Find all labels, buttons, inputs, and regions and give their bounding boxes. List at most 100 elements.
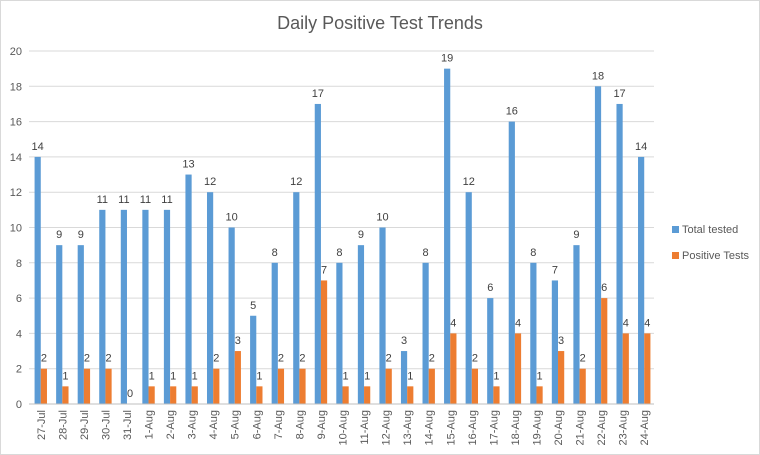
- y-tick-label: 16: [10, 117, 22, 129]
- data-label: 9: [78, 229, 84, 241]
- x-tick-label: 6-Aug: [251, 410, 263, 439]
- x-tick-label: 15-Aug: [445, 410, 457, 445]
- bar-total-tested: [573, 245, 580, 404]
- data-label: 9: [358, 229, 364, 241]
- bar-total-tested: [120, 209, 127, 404]
- bar-total-tested: [77, 245, 84, 404]
- bar-positive-tests: [83, 368, 91, 404]
- data-label: 12: [290, 176, 302, 188]
- x-tick-label: 21-Aug: [575, 410, 587, 445]
- bar-positive-tests: [364, 386, 371, 404]
- bar-positive-tests: [644, 333, 651, 404]
- bar-total-tested: [34, 156, 41, 404]
- bar-positive-tests: [299, 368, 306, 404]
- data-label: 2: [41, 353, 47, 365]
- data-label: 3: [401, 335, 407, 347]
- y-tick-label: 10: [10, 223, 22, 235]
- data-label: 9: [56, 229, 62, 241]
- x-tick-label: 4-Aug: [208, 410, 220, 439]
- data-label: 2: [429, 353, 435, 365]
- bar-positive-tests: [407, 386, 414, 404]
- data-label: 11: [140, 194, 151, 206]
- bar-positive-tests: [213, 368, 220, 404]
- data-label: 8: [272, 247, 278, 259]
- bar-total-tested: [638, 156, 645, 404]
- x-tick-label: 17-Aug: [488, 410, 500, 445]
- bar-total-tested: [551, 280, 559, 404]
- data-label: 3: [558, 335, 564, 347]
- data-label: 11: [161, 194, 172, 206]
- legend-swatch: [672, 226, 679, 233]
- bar-positive-tests: [536, 386, 543, 404]
- data-label: 2: [213, 353, 219, 365]
- bar-total-tested: [379, 227, 386, 404]
- x-axis-ticks: 27-Jul 28-Jul 29-Jul 30-Jul 31-Jul 1-Aug 2-Aug…: [36, 410, 651, 445]
- bar-total-tested: [293, 192, 300, 404]
- data-label: 4: [450, 317, 456, 329]
- bar-total-tested: [616, 103, 623, 404]
- data-label: 14: [635, 141, 647, 153]
- bar-total-tested: [487, 298, 494, 404]
- bar-total-tested: [56, 245, 63, 404]
- data-label: 2: [299, 353, 305, 365]
- data-label: 2: [84, 353, 90, 365]
- bar-positive-tests: [622, 333, 629, 404]
- bar-positive-tests: [277, 368, 285, 404]
- bar-positive-tests: [105, 368, 112, 404]
- y-axis-ticks: 0 2 4 6 8 10 12 14 16 18 20: [10, 46, 22, 411]
- y-tick-label: 12: [10, 187, 22, 199]
- y-tick-label: 2: [16, 364, 22, 376]
- x-tick-label: 20-Aug: [553, 410, 565, 445]
- data-label: 1: [192, 370, 198, 382]
- bar-total-tested: [508, 121, 515, 404]
- data-label: 5: [250, 300, 256, 312]
- data-label: 1: [493, 370, 499, 382]
- legend-swatch: [672, 252, 679, 259]
- data-label: 1: [149, 370, 155, 382]
- bar-total-tested: [99, 209, 106, 404]
- chart-title: Daily Positive Test Trends: [277, 13, 483, 33]
- bar-total-tested: [185, 174, 192, 404]
- bar-positive-tests: [170, 386, 177, 404]
- x-tick-label: 31-Jul: [122, 410, 134, 440]
- bar-positive-tests: [320, 280, 328, 404]
- data-label: 11: [118, 194, 129, 206]
- x-tick-label: 29-Jul: [79, 410, 91, 440]
- y-tick-label: 6: [16, 293, 22, 305]
- x-tick-label: 8-Aug: [294, 410, 306, 439]
- x-tick-label: 23-Aug: [618, 410, 630, 445]
- bar-total-tested: [271, 262, 278, 404]
- x-tick-label: 3-Aug: [187, 410, 199, 439]
- x-tick-label: 9-Aug: [316, 410, 328, 439]
- data-label: 13: [182, 159, 194, 171]
- bar-total-tested: [206, 192, 214, 404]
- x-tick-label: 2-Aug: [165, 410, 177, 439]
- data-label: 1: [407, 370, 413, 382]
- bar-total-tested: [142, 209, 149, 404]
- bar-positive-tests: [191, 386, 198, 404]
- bar-total-tested: [444, 68, 451, 405]
- data-label: 2: [105, 353, 111, 365]
- data-labels: 1429192112110111111131122103518212217781…: [32, 53, 651, 400]
- data-label: 12: [463, 176, 475, 188]
- bar-total-tested: [594, 86, 602, 405]
- y-tick-label: 4: [16, 328, 22, 340]
- bars: [34, 68, 651, 405]
- bar-positive-tests: [558, 351, 565, 404]
- data-label: 18: [592, 70, 604, 82]
- data-label: 4: [644, 317, 650, 329]
- x-tick-label: 19-Aug: [531, 410, 543, 445]
- data-label: 10: [376, 212, 388, 224]
- data-label: 2: [386, 353, 392, 365]
- x-tick-label: 11-Aug: [359, 410, 371, 445]
- legend-label: Positive Tests: [682, 250, 750, 262]
- data-label: 7: [321, 264, 327, 276]
- bar-total-tested: [314, 103, 321, 404]
- x-tick-label: 5-Aug: [230, 410, 242, 439]
- data-label: 1: [62, 370, 68, 382]
- y-tick-label: 8: [16, 258, 22, 270]
- bar-positive-tests: [62, 386, 69, 404]
- data-label: 7: [552, 264, 558, 276]
- bar-total-tested: [250, 315, 257, 404]
